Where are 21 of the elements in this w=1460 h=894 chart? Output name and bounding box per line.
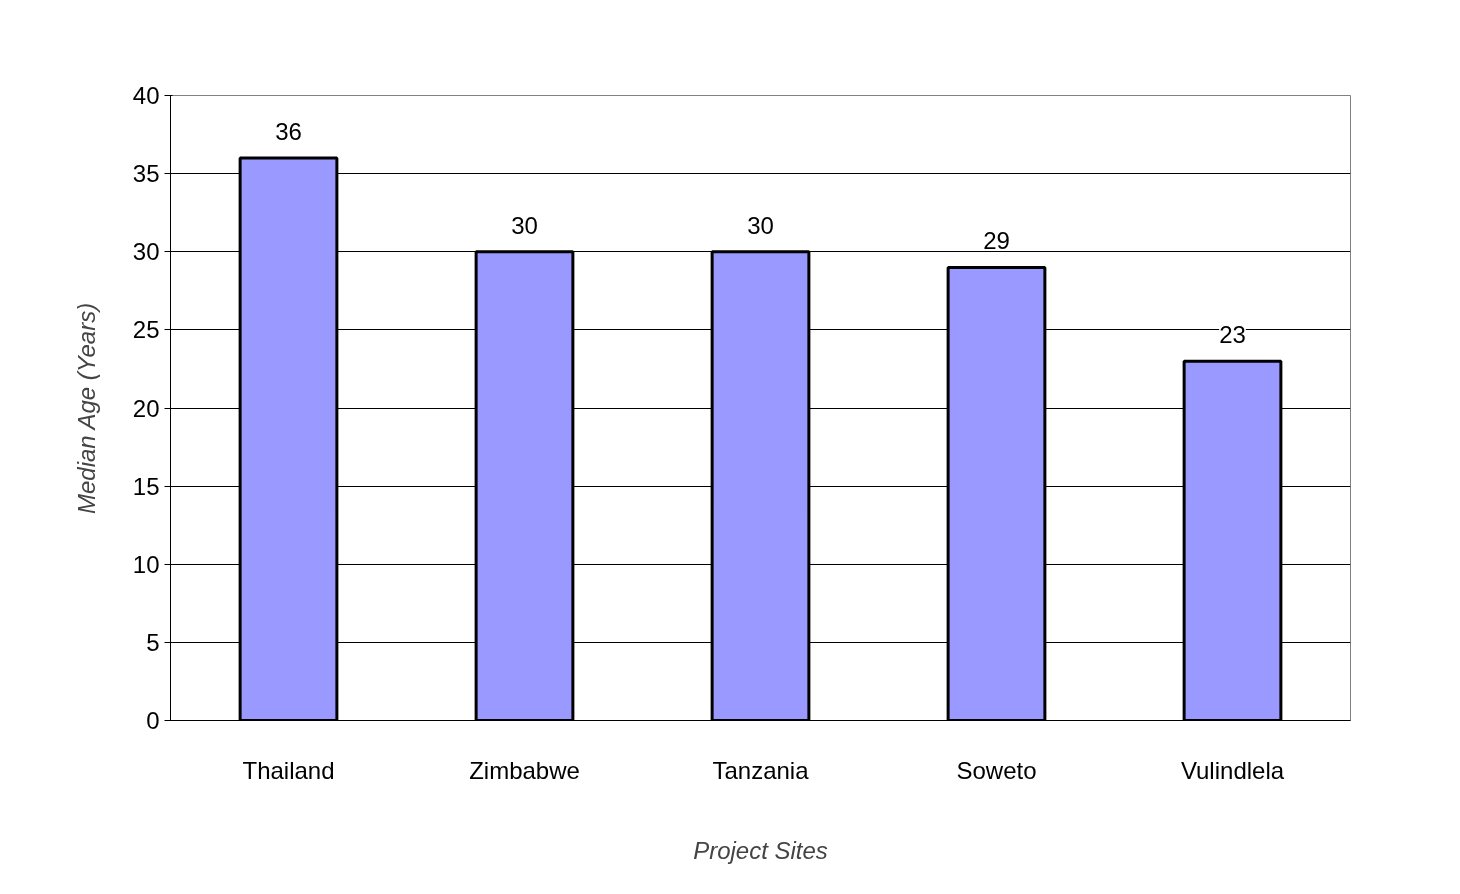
x-axis-title: Project Sites [693, 836, 828, 864]
y-tick-label: 40 [132, 82, 160, 109]
data-label: 30 [511, 211, 538, 239]
x-tick-label: Thailand [242, 756, 335, 784]
x-tick-label: Soweto [956, 756, 1037, 784]
x-tick-label: Zimbabwe [469, 756, 580, 784]
y-tick-label: 15 [132, 472, 160, 500]
x-tick-label: Tanzania [712, 756, 810, 784]
y-tick-label: 5 [146, 628, 160, 656]
y-tick-label: 10 [132, 550, 160, 578]
y-tick-label: 20 [132, 394, 160, 422]
x-tick-label: Vulindlela [1180, 756, 1285, 784]
y-tick-label: 25 [132, 316, 160, 344]
data-label: 36 [275, 118, 302, 145]
y-tick-label: 0 [146, 707, 160, 734]
data-label: 29 [983, 227, 1010, 255]
y-tick-label: 35 [132, 160, 160, 188]
y-tick-label: 30 [132, 238, 160, 266]
y-axis-title: Median Age (Years) [72, 302, 100, 515]
data-label: 30 [747, 211, 774, 239]
data-label: 23 [1219, 321, 1246, 349]
